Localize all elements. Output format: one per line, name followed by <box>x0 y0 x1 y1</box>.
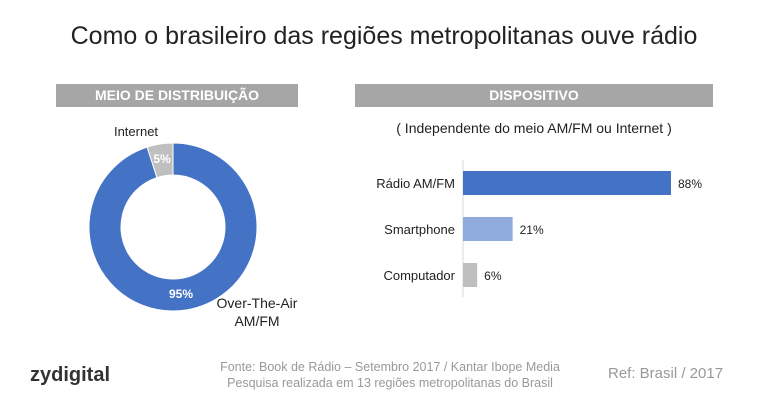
bar-subtitle: ( Independente do meio AM/FM ou Internet… <box>396 120 672 136</box>
reference: Ref: Brasil / 2017 <box>608 365 724 382</box>
slice-label-ota: 95% <box>169 287 193 301</box>
bar-value-2: 6% <box>484 269 502 283</box>
logo: zydigital <box>30 364 111 386</box>
bar-1 <box>463 217 513 241</box>
source-line-2: Pesquisa realizada em 13 regiões metropo… <box>227 376 553 390</box>
bar-category-0: Rádio AM/FM <box>376 176 455 191</box>
donut-slice-1 <box>88 142 258 312</box>
donut-header: MEIO DE DISTRIBUIÇÃO <box>56 84 298 107</box>
page-title: Como o brasileiro das regiões metropolit… <box>70 22 698 50</box>
slice-label-internet: 5% <box>153 152 171 166</box>
bar-value-0: 88% <box>678 177 702 191</box>
bar-2 <box>463 263 478 287</box>
slice-category-ota-1: Over-The-Air <box>217 295 298 311</box>
slice-category-internet: Internet <box>114 124 158 139</box>
bar-0 <box>463 171 671 195</box>
bar-header: DISPOSITIVO <box>355 84 713 107</box>
bar-category-1: Smartphone <box>384 222 455 237</box>
bar-category-2: Computador <box>383 268 455 283</box>
slice-category-ota-2: AM/FM <box>234 313 279 329</box>
source-line-1: Fonte: Book de Rádio – Setembro 2017 / K… <box>220 360 560 374</box>
bar-value-1: 21% <box>520 223 544 237</box>
